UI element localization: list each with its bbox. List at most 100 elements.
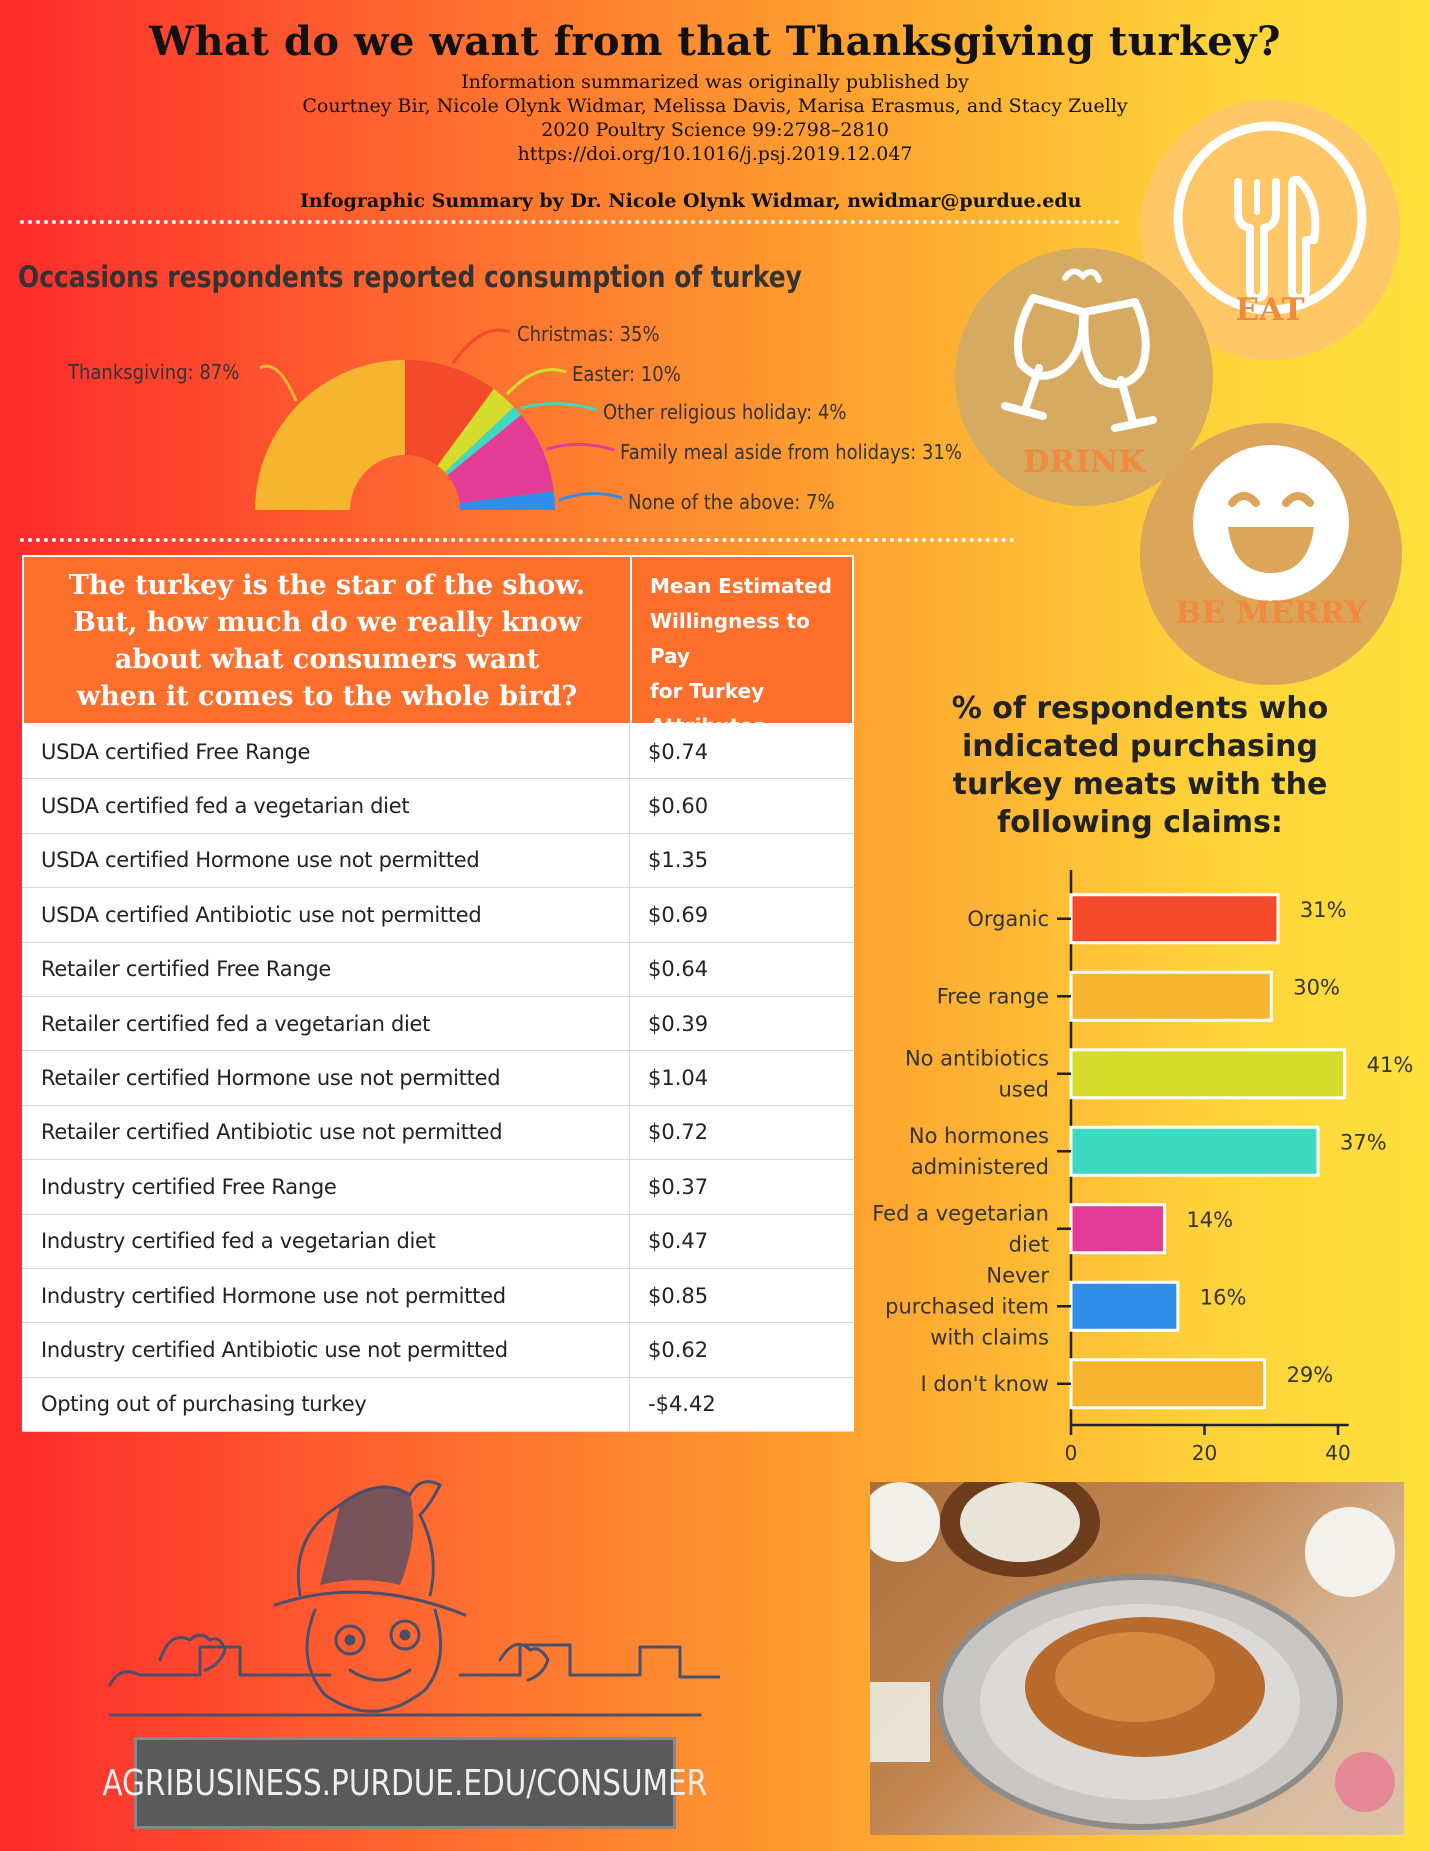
bar-title-line: % of respondents who — [951, 691, 1329, 726]
pie-label-other-religious: Other religious holiday: 4% — [603, 400, 847, 424]
pie-label-thanksgiving: Thanksgiving: 87% — [68, 360, 240, 384]
pie-label-christmas: Christmas: 35% — [517, 322, 660, 346]
wtp-value-cell: $0.62 — [648, 1337, 709, 1362]
table-row: USDA certified Antibiotic use not permit… — [22, 888, 854, 943]
wtp-value-cell: $0.60 — [648, 794, 709, 819]
table-row: Industry certified Hormone use not permi… — [22, 1268, 854, 1324]
willingness-to-pay-table: The turkey is the star of the show. But,… — [22, 555, 854, 1433]
wtp-value-cell: $0.72 — [648, 1120, 709, 1145]
attribute-cell: Industry certified Hormone use not permi… — [22, 1268, 630, 1323]
wtp-value-cell: $1.04 — [648, 1066, 709, 1091]
table-header-wtp: Mean Estimated Willingness to Pay for Tu… — [632, 557, 852, 738]
pie-label-none: None of the above: 7% — [628, 490, 835, 514]
table-row: Industry certified Free Range $0.37 — [22, 1160, 854, 1215]
table-row: USDA certified fed a vegetarian diet $0.6… — [22, 779, 854, 834]
attribute-cell: USDA certified Antibiotic use not permit… — [22, 888, 630, 942]
pie-leader-line-family-meal — [546, 442, 615, 452]
attribute-cell: USDA certified Free Range — [22, 725, 630, 779]
header-wtp-line: Attributes — [650, 714, 765, 738]
bar-value-label: 14% — [1186, 1208, 1233, 1232]
pie-chart — [255, 328, 623, 510]
bar — [1069, 893, 1280, 945]
wtp-value-cell: $0.39 — [648, 1011, 709, 1036]
bar-value-label: 16% — [1200, 1285, 1247, 1309]
attribute-cell: Retailer certified fed a vegetarian diet — [22, 996, 630, 1051]
bar-category-label: purchased item — [885, 1294, 1049, 1318]
table-row: Industry certified Antibiotic use not pe… — [22, 1323, 854, 1378]
bar-category-label: Organic — [967, 907, 1049, 931]
pie-label-easter: Easter: 10% — [572, 362, 681, 386]
bar-title-line: following claims: — [997, 805, 1283, 840]
bar-value-label: 29% — [1287, 1363, 1334, 1387]
header-wtp-line: Willingness to Pay — [650, 609, 810, 668]
attribute-cell: Opting out of purchasing turkey — [22, 1377, 630, 1432]
fork-knife-icon — [1173, 121, 1367, 315]
header-question-line: about what consumers want — [114, 644, 540, 675]
bar-chart: 0 20 40 31% Organic 30% Free range 41% No antibi… — [872, 870, 1413, 1465]
bar-value-label: 30% — [1293, 975, 1340, 999]
wtp-value-cell: $0.69 — [648, 902, 709, 927]
citation-authors: Courtney Bir, Nicole Olynk Widmar, Melis… — [302, 95, 1128, 117]
x-tick-label: 40 — [1325, 1441, 1350, 1465]
table-header: The turkey is the star of the show. But,… — [22, 555, 854, 738]
attribute-cell: Retailer certified Antibiotic use not pe… — [22, 1105, 630, 1160]
bar-category-label: with claims — [930, 1325, 1049, 1349]
wtp-value-cell: $1.35 — [648, 848, 709, 873]
pie-slice-other-religious — [444, 406, 522, 476]
pie-leader-line-thanksgiving — [259, 364, 298, 402]
pie-leader-line-none — [558, 492, 623, 502]
wtp-value-cell: $0.74 — [648, 739, 709, 764]
bar-category-label: diet — [1009, 1232, 1049, 1256]
wtp-value-cell: -$4.42 — [648, 1392, 716, 1417]
bar — [1069, 1048, 1347, 1100]
table-row: Opting out of purchasing turkey -$4.42 — [22, 1377, 854, 1433]
bar-chart-title: % of respondents who indicated purchasin… — [930, 690, 1350, 842]
wtp-value-cell: $0.85 — [648, 1283, 709, 1308]
drink-label: DRINK — [1022, 444, 1146, 480]
pie-slice-easter — [437, 388, 514, 473]
header-question-line: The turkey is the star of the show. — [68, 570, 586, 601]
bar-value-label: 31% — [1300, 898, 1347, 922]
attribute-cell: Retailer certified Free Range — [22, 942, 630, 996]
pie-label-family-meal: Family meal aside from holidays: 31% — [620, 440, 962, 464]
pie-leader-line-other-religious — [520, 402, 598, 412]
divider-middle — [20, 538, 1015, 542]
table-row: USDA certified Hormone use not permitted… — [22, 833, 854, 889]
bar — [1069, 1280, 1180, 1332]
turkey-photo-illustration — [860, 1467, 1404, 1835]
pie-slice-none — [459, 491, 555, 510]
table-row: Retailer certified Antibiotic use not pe… — [22, 1105, 854, 1161]
pie-leader-line-christmas — [451, 328, 511, 365]
pie-slice-family-meal — [447, 414, 554, 504]
bar-category-label: No antibiotics — [905, 1046, 1049, 1070]
attribute-cell: Industry certified fed a vegetarian diet — [22, 1214, 630, 1268]
page-title: What do we want from that Thanksgiving t… — [149, 18, 1281, 65]
merry-circle: BE MERRY — [1140, 423, 1402, 685]
x-tick-label: 0 — [1065, 1441, 1078, 1465]
bar-category-label: administered — [911, 1155, 1049, 1179]
header-question-line: when it comes to the whole bird? — [76, 681, 578, 712]
pie-slice-christmas — [405, 360, 494, 466]
bar — [1069, 970, 1273, 1022]
table-row: Retailer certified fed a vegetarian diet… — [22, 996, 854, 1052]
footer-url[interactable]: AGRIBUSINESS.PURDUE.EDU/CONSUMER — [102, 1762, 708, 1804]
bar-category-label: Never — [986, 1263, 1049, 1287]
citation-doi[interactable]: https://doi.org/10.1016/j.psj.2019.12.04… — [517, 143, 913, 165]
wtp-value-cell: $0.64 — [648, 957, 709, 982]
attribute-cell: USDA certified fed a vegetarian diet — [22, 779, 630, 833]
header-wtp-line: Mean Estimated — [650, 574, 832, 598]
bar-value-label: 37% — [1340, 1130, 1387, 1154]
turkey-dinner-photo — [860, 1467, 1404, 1835]
wtp-value-cell: $0.37 — [648, 1174, 709, 1199]
scarecrow-illustration — [108, 1480, 720, 1717]
attribute-cell: Industry certified Free Range — [22, 1160, 630, 1214]
pie-leader-line-easter — [505, 368, 567, 396]
header-wtp-line: for Turkey — [650, 679, 765, 703]
divider-top — [20, 220, 1120, 224]
attribute-cell: USDA certified Hormone use not permitted — [22, 833, 630, 888]
citation-line-1: Information summarized was originally pu… — [461, 71, 969, 93]
pie-chart-title: Occasions respondents reported consumpti… — [18, 260, 802, 294]
bar — [1069, 1125, 1320, 1177]
footer-url-box[interactable]: AGRIBUSINESS.PURDUE.EDU/CONSUMER — [103, 1737, 707, 1829]
bar-category-label: Fed a vegetarian — [872, 1201, 1049, 1225]
